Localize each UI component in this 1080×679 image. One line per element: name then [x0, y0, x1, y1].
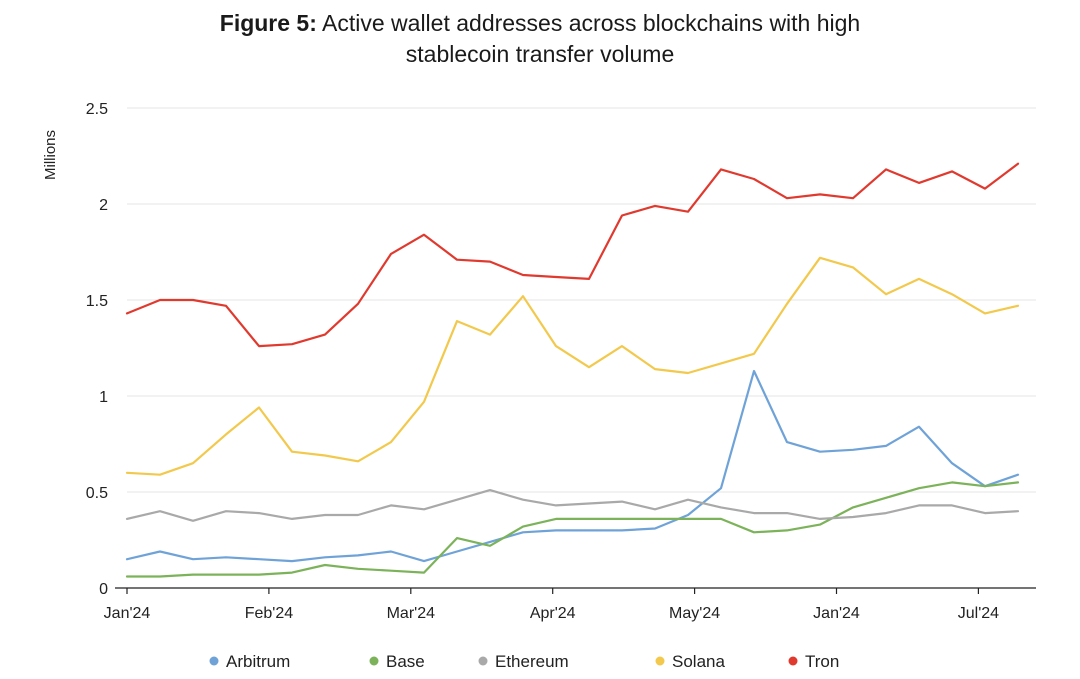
x-tick-label: Feb'24	[245, 605, 294, 622]
legend-marker-ethereum	[478, 656, 488, 666]
series-lines	[125, 162, 1020, 578]
legend-marker-solana	[655, 656, 665, 666]
y-tick-label: 1	[99, 389, 108, 406]
series-line-tron	[125, 162, 1020, 348]
legend-label-base: Base	[386, 652, 425, 671]
title-text-1: Active wallet addresses across blockchai…	[322, 10, 861, 36]
y-tick-label: 0.5	[86, 485, 108, 502]
x-tick-label: May'24	[669, 605, 720, 622]
gridlines	[127, 107, 1036, 493]
legend-label-solana: Solana	[672, 652, 725, 671]
title-line-1: Figure 5: Active wallet addresses across…	[0, 8, 1080, 39]
series-line-base	[125, 481, 1020, 578]
x-axis: Jan'24 Feb'24 Mar'24 Apr'24 May'24 Jan'24 Jul'…	[104, 587, 1036, 622]
legend-marker-tron	[788, 656, 798, 666]
legend-label-arbitrum: Arbitrum	[226, 652, 290, 671]
legend-marker-base	[369, 656, 379, 666]
title-prefix: Figure 5:	[219, 10, 317, 36]
x-tick-label: Mar'24	[387, 605, 436, 622]
x-tick-label: Jul'24	[958, 605, 999, 622]
legend: Arbitrum Base Ethereum Solana Tron	[209, 652, 839, 671]
y-tick-label: 1.5	[86, 293, 108, 310]
y-axis-label: Millions	[42, 130, 59, 180]
series-line-solana	[125, 256, 1020, 476]
series-line-ethereum	[125, 489, 1020, 522]
x-tick-label: Apr'24	[530, 605, 576, 622]
legend-label-ethereum: Ethereum	[495, 652, 569, 671]
x-tick-label: Jan'24	[104, 605, 151, 622]
y-tick-label: 0	[99, 581, 108, 598]
y-axis-ticks: 0 0.5 1 1.5 2 2.5	[86, 101, 108, 598]
legend-label-tron: Tron	[805, 652, 839, 671]
y-tick-label: 2	[99, 197, 108, 214]
title-line-2: stablecoin transfer volume	[405, 41, 675, 67]
chart-title: Figure 5: Active wallet addresses across…	[0, 8, 1080, 70]
legend-marker-arbitrum	[209, 656, 219, 666]
x-tick-label: Jan'24	[813, 605, 860, 622]
series-line-arbitrum	[125, 369, 1020, 563]
y-tick-label: 2.5	[86, 101, 108, 118]
